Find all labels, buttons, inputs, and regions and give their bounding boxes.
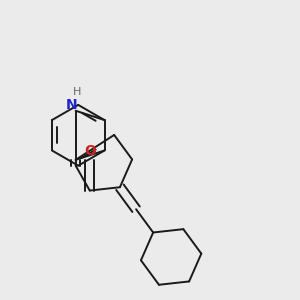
Text: N: N xyxy=(66,98,78,112)
Text: H: H xyxy=(73,87,82,97)
Text: O: O xyxy=(84,144,96,158)
